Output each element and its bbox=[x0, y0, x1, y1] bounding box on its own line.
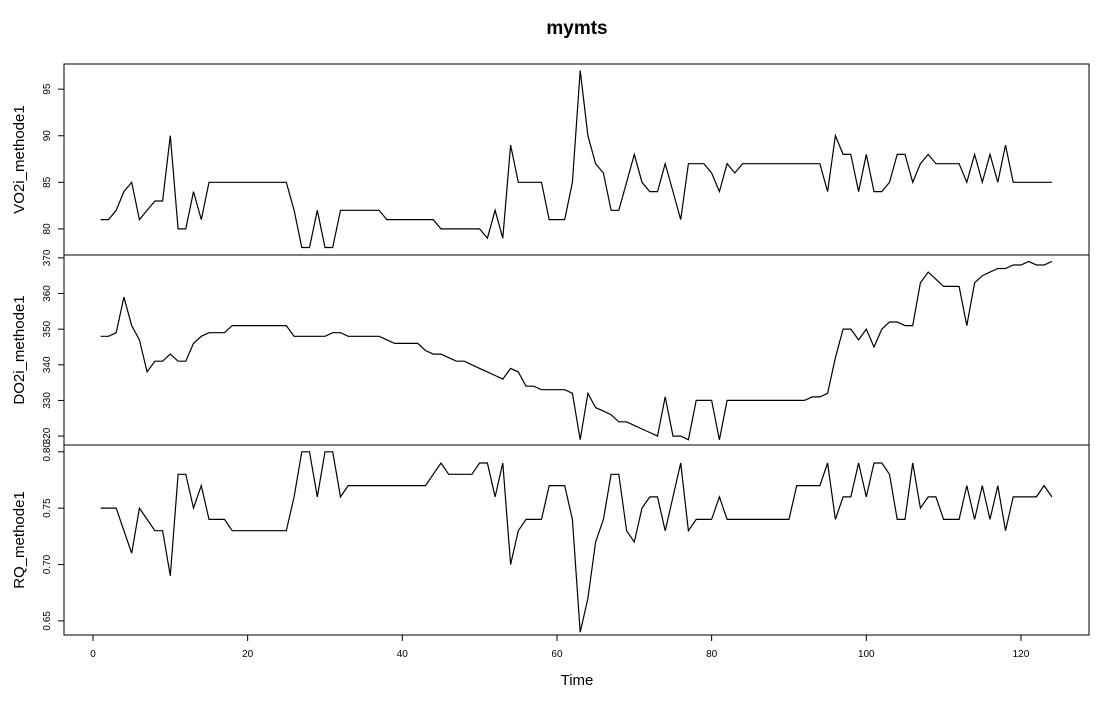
y-axis-label: DO2i_methode1 bbox=[11, 295, 28, 404]
y-tick-label: 0.65 bbox=[42, 611, 53, 631]
y-tick-label: 85 bbox=[42, 176, 53, 188]
y-tick-label: 0.80 bbox=[42, 442, 53, 462]
x-tick-label: 60 bbox=[551, 649, 563, 660]
y-tick-label: 360 bbox=[42, 285, 53, 302]
y-tick-label: 95 bbox=[42, 83, 53, 95]
y-tick-label: 340 bbox=[42, 356, 53, 373]
x-tick-label: 0 bbox=[90, 649, 96, 660]
y-tick-label: 80 bbox=[42, 223, 53, 235]
chart-title: mymts bbox=[546, 18, 607, 39]
y-tick-label: 320 bbox=[42, 427, 53, 444]
y-tick-label: 330 bbox=[42, 392, 53, 409]
x-tick-label: 120 bbox=[1013, 649, 1030, 660]
x-tick-label: 100 bbox=[858, 649, 875, 660]
x-axis-label: Time bbox=[561, 672, 594, 689]
y-tick-label: 370 bbox=[42, 249, 53, 266]
y-tick-label: 350 bbox=[42, 320, 53, 337]
y-axis-label: RQ_methode1 bbox=[11, 491, 28, 589]
series-line bbox=[100, 451, 1053, 633]
x-tick-label: 80 bbox=[706, 649, 718, 660]
y-tick-label: 0.70 bbox=[42, 554, 53, 574]
series-line bbox=[100, 260, 1053, 441]
panel-frame bbox=[63, 63, 1090, 256]
panel-frame bbox=[63, 444, 1090, 636]
y-tick-label: 90 bbox=[42, 130, 53, 142]
y-tick-label: 0.75 bbox=[42, 498, 53, 518]
x-tick-label: 40 bbox=[397, 649, 409, 660]
x-tick-label: 20 bbox=[242, 649, 254, 660]
y-axis-label: VO2i_methode1 bbox=[11, 105, 28, 213]
series-line bbox=[100, 70, 1052, 249]
